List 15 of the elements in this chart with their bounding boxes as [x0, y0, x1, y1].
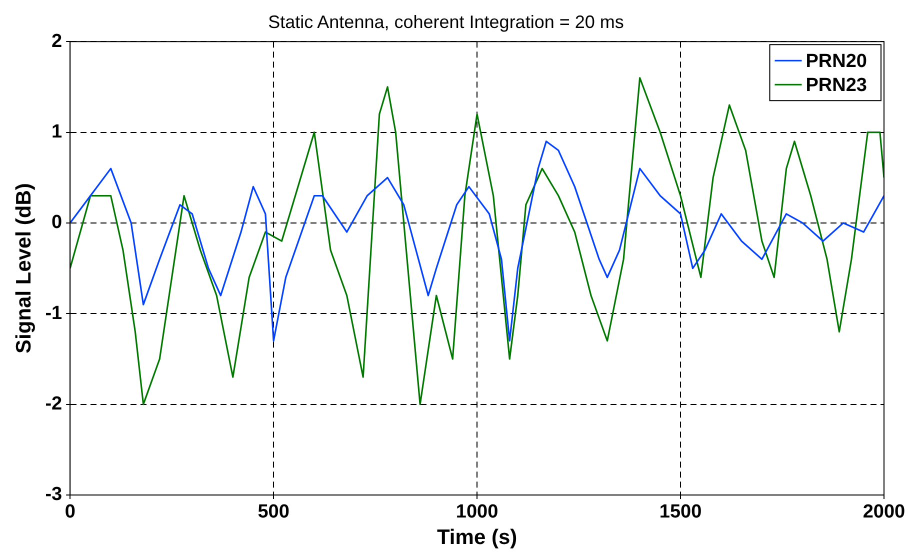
x-axis-title: Time (s)	[436, 526, 518, 550]
legend-label: PRN20	[806, 50, 867, 72]
y-tick-label: 2	[52, 30, 62, 52]
y-axis-title: Signal Level (dB)	[12, 183, 36, 354]
x-tick-label: 500	[258, 502, 290, 523]
legend-label: PRN23	[806, 74, 867, 96]
chart-title: Static Antenna, coherent Integration = 20 ms	[268, 12, 624, 32]
y-tick-label: 1	[52, 122, 63, 143]
y-tick-label: -1	[45, 302, 63, 324]
y-tick-label: -2	[45, 394, 62, 415]
x-tick-label: 1000	[456, 502, 498, 523]
x-tick-label: 1500	[659, 502, 702, 523]
x-tick-label: 2000	[862, 502, 906, 523]
y-tick-label: -3	[45, 484, 62, 506]
y-tick-label: 0	[52, 212, 62, 234]
